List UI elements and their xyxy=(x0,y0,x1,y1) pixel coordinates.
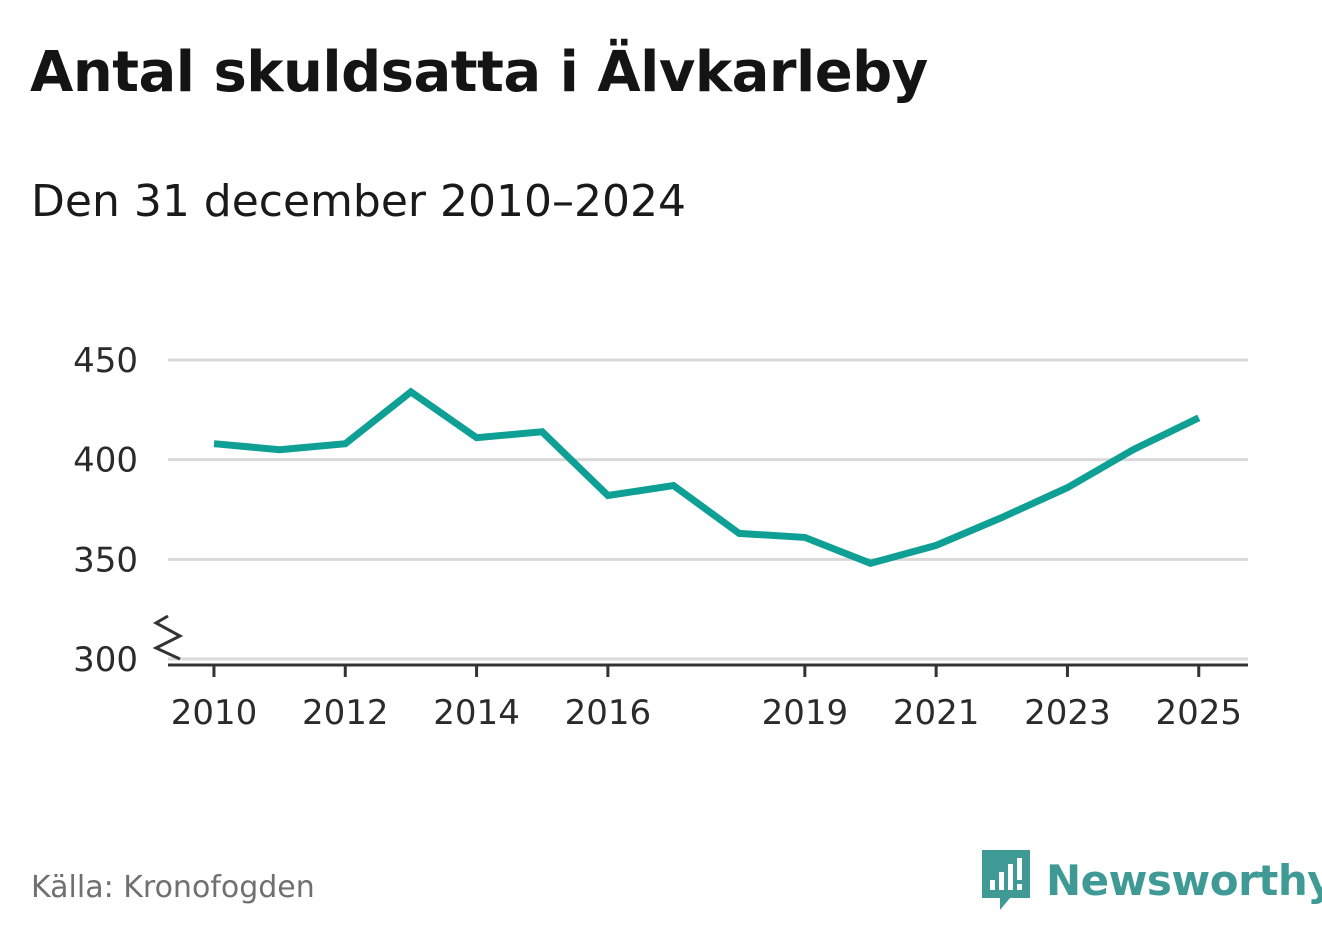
x-tick-label: 2012 xyxy=(302,693,389,733)
data-point-2012 xyxy=(342,440,349,447)
source-note: Källa: Kronofogden xyxy=(31,870,315,905)
x-tick-label: 2025 xyxy=(1155,693,1242,733)
data-point-2023 xyxy=(1064,484,1071,491)
x-tick-label: 2016 xyxy=(565,693,652,733)
data-point-2022 xyxy=(998,514,1005,521)
x-tick-label: 2023 xyxy=(1024,693,1111,733)
x-tick-label: 2014 xyxy=(433,693,520,733)
data-point-2014 xyxy=(473,434,480,441)
data-point-2017 xyxy=(670,482,677,489)
x-tick-label: 2019 xyxy=(762,693,849,733)
y-tick-label: 400 xyxy=(73,441,138,481)
data-point-2013 xyxy=(407,388,414,395)
data-point-2021 xyxy=(933,542,940,549)
chart-subtitle: Den 31 december 2010–2024 xyxy=(31,176,686,227)
data-point-2010 xyxy=(210,440,217,447)
data-point-2024 xyxy=(1130,446,1137,453)
y-tick-label: 300 xyxy=(73,640,138,680)
brand-logo: Newsworthy xyxy=(980,848,1322,912)
data-point-2016 xyxy=(604,492,611,499)
x-tick-label: 2010 xyxy=(171,693,258,733)
data-point-2020 xyxy=(867,560,874,567)
data-point-2015 xyxy=(539,428,546,435)
data-point-2018 xyxy=(736,530,743,537)
newsworthy-logo-icon xyxy=(982,850,1030,910)
data-point-2019 xyxy=(801,534,808,541)
y-tick-label: 350 xyxy=(73,540,138,580)
data-point-2011 xyxy=(276,446,283,453)
x-tick-label: 2021 xyxy=(893,693,980,733)
series-line-0 xyxy=(213,387,1201,567)
chart-title: Antal skuldsatta i Älvkarleby xyxy=(30,40,928,105)
data-point-2025 xyxy=(1195,414,1202,421)
brand-name: Newsworthy xyxy=(1046,855,1322,905)
y-tick-label: 450 xyxy=(73,341,138,381)
axis-break-icon xyxy=(152,614,184,661)
